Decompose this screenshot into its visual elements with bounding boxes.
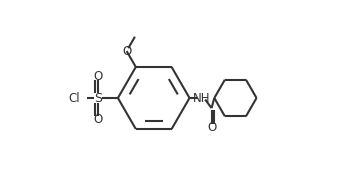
Text: O: O [207, 121, 216, 134]
Text: Cl: Cl [68, 92, 80, 105]
Text: O: O [93, 113, 102, 126]
Text: S: S [94, 92, 102, 105]
Text: O: O [93, 70, 102, 83]
Text: NH: NH [193, 92, 210, 105]
Text: O: O [122, 45, 131, 58]
